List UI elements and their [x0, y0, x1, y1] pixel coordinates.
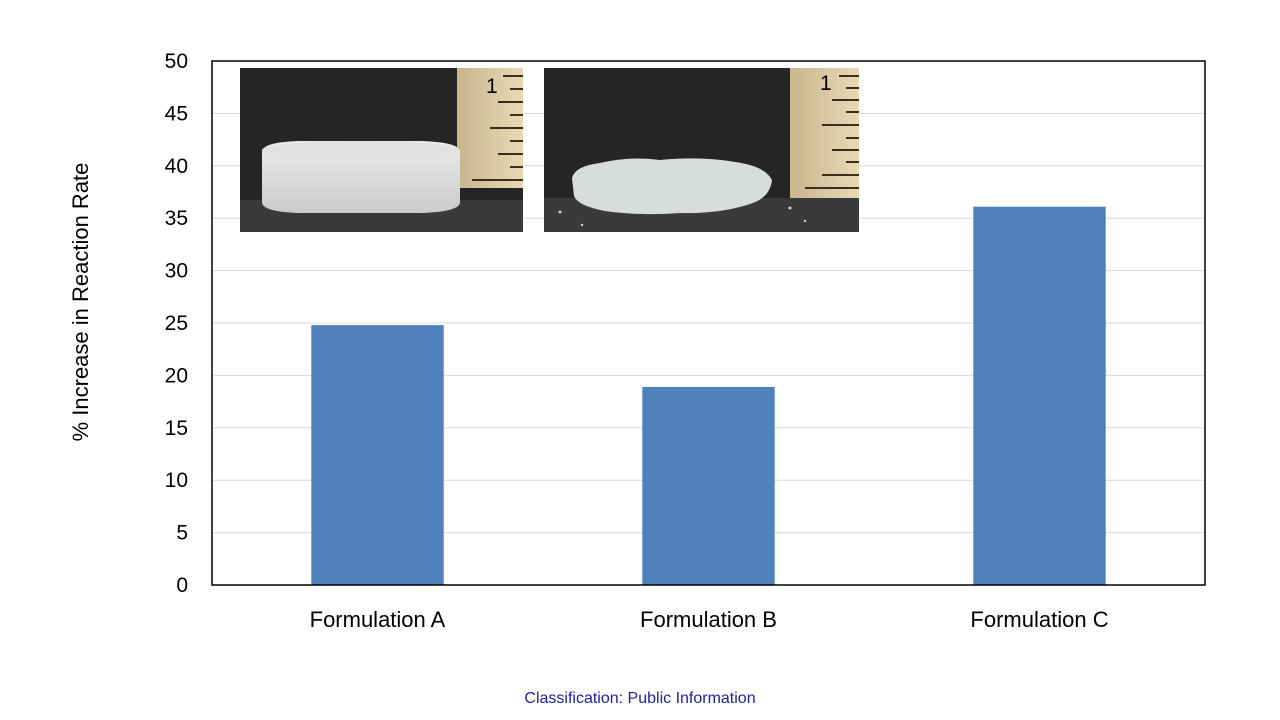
- y-tick-label: 45: [165, 102, 188, 125]
- y-tick-label: 10: [165, 469, 188, 492]
- category-label: Formulation A: [310, 607, 446, 632]
- y-tick-label: 0: [176, 574, 188, 597]
- classification-footer: Classification: Public Information: [524, 690, 756, 707]
- y-tick-label: 20: [165, 364, 188, 387]
- intact-disc-photo: 1: [240, 68, 523, 232]
- y-tick-label: 35: [165, 207, 188, 230]
- category-label: Formulation C: [970, 607, 1108, 632]
- category-label: Formulation B: [640, 607, 777, 632]
- y-tick-label: 30: [165, 260, 188, 283]
- y-tick-label: 15: [165, 417, 188, 440]
- y-tick-label: 50: [165, 50, 188, 73]
- bars: [311, 206, 1106, 585]
- bar-formulation-a: [311, 325, 444, 585]
- category-labels: Formulation A Formulation B Formulation C: [310, 607, 1109, 632]
- bar-formulation-b: [642, 386, 775, 585]
- y-axis-title: % Increase in Reaction Rate: [68, 163, 93, 442]
- ruler-marking-right: 1: [820, 72, 832, 95]
- y-tick-label: 25: [165, 312, 188, 335]
- ruler-marking-left: 1: [486, 75, 498, 98]
- y-tick-label: 5: [176, 522, 188, 545]
- crumbled-disc-photo: 1: [544, 68, 859, 232]
- y-tick-labels: 0 5 10 15 20 25 30 35 40 45 50: [165, 50, 188, 597]
- bar-formulation-c: [973, 206, 1106, 585]
- plot-frame: [211, 60, 1206, 586]
- y-tick-label: 40: [165, 155, 188, 178]
